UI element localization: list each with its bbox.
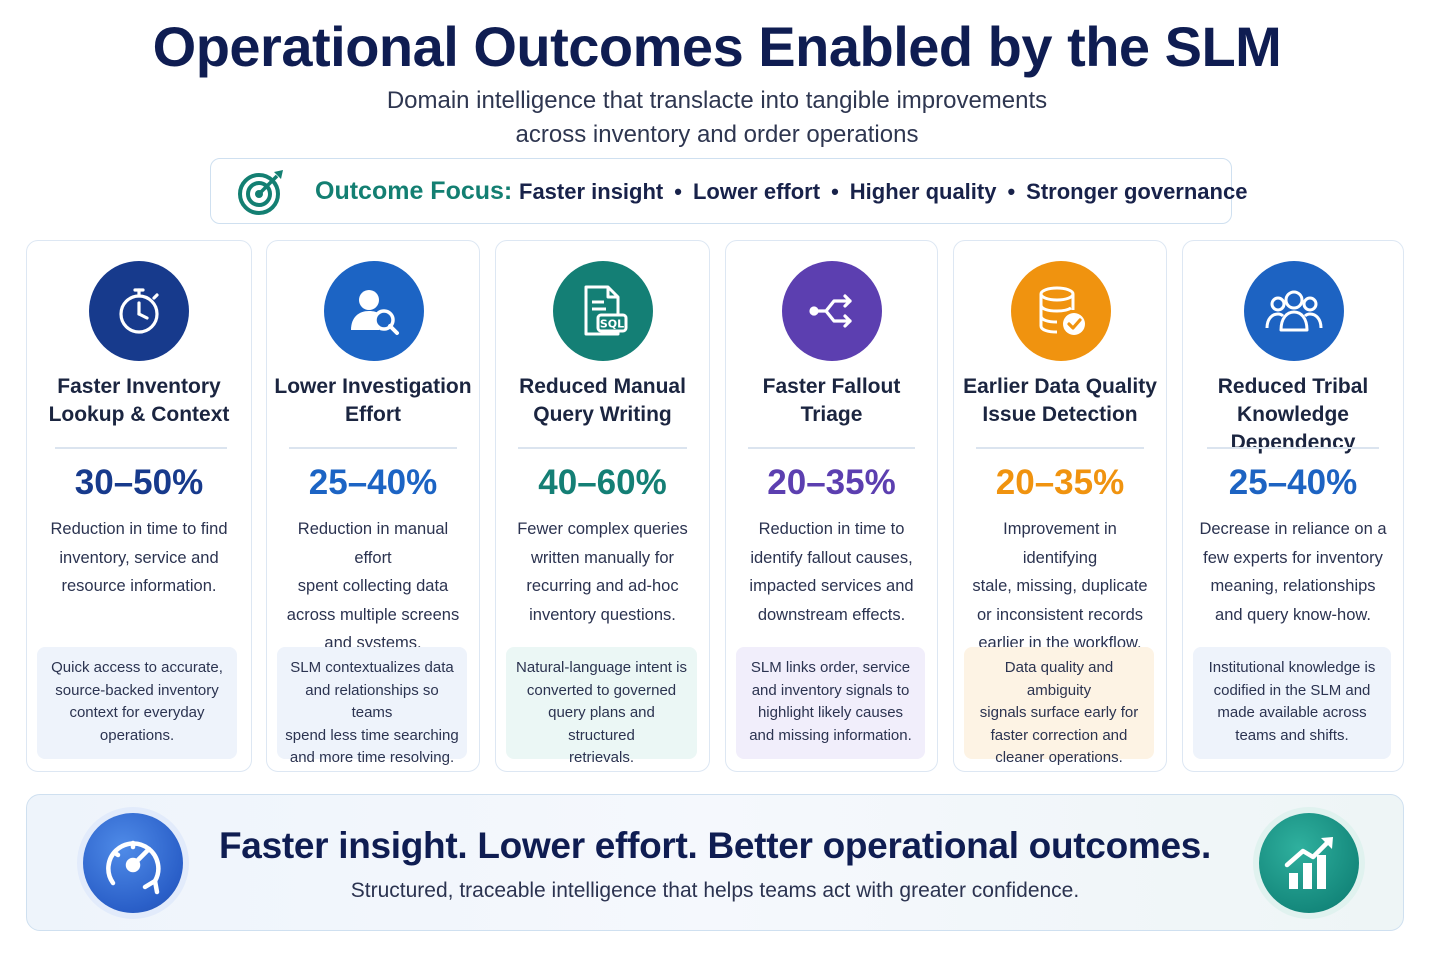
focus-separator: • <box>674 179 682 204</box>
speedometer-icon <box>83 813 183 913</box>
focus-separator: • <box>1007 179 1016 204</box>
focus-item: Faster insight <box>519 179 664 204</box>
outcome-focus-items: Faster insight • Lower effort • Higher quali… <box>519 179 1247 205</box>
card-metric: 30–50% <box>74 463 204 502</box>
team-icon <box>1244 261 1344 361</box>
card-description: Reduction in time to identify fallout cau… <box>749 520 914 624</box>
stopwatch-icon <box>89 261 189 361</box>
card-divider <box>976 447 1144 449</box>
card-metric: 25–40% <box>308 463 438 502</box>
outcome-focus-banner: Outcome Focus: Faster insight • Lower effo… <box>210 158 1247 224</box>
subtitle-line-2: across inventory and order operations <box>515 121 919 148</box>
outcome-card-investigation-effort: Lower Investigation Effort 25–40% Reducti… <box>266 240 480 772</box>
card-divider <box>1207 447 1379 449</box>
focus-item: Lower effort <box>692 179 821 204</box>
card-title: Faster Inventory Lookup & Context <box>48 375 230 426</box>
card-note: SLM links order, service and inventory si… <box>736 647 925 759</box>
outcome-card-data-quality: Earlier Data Quality Issue Detection 20–3… <box>953 240 1167 772</box>
subtitle-line-1: Domain intelligence that translacte into… <box>386 87 1048 114</box>
card-title: Earlier Data Quality Issue Detection <box>963 375 1157 426</box>
focus-item: Higher quality <box>849 179 997 204</box>
summary-banner: Faster insight. Lower effort. Better ope… <box>26 794 1404 931</box>
card-divider <box>55 447 227 449</box>
card-note: Institutional knowledge is codified in th… <box>1193 647 1391 759</box>
user-search-icon <box>324 261 424 361</box>
focus-item: Stronger governance <box>1026 179 1248 204</box>
page-subtitle: Domain intelligence that translacte into… <box>0 84 1434 152</box>
branch-arrows-icon <box>782 261 882 361</box>
outcome-card-query-writing: SQL Reduced Manual Query Writing 40–60% F… <box>495 240 710 772</box>
card-description: Reduction in manual effort spent collecti… <box>286 520 460 652</box>
focus-separator: • <box>831 179 839 204</box>
card-metric: 20–35% <box>995 463 1125 502</box>
card-description: Improvement in identifying stale, missing… <box>972 520 1148 652</box>
card-divider <box>289 447 457 449</box>
card-title: Lower Investigation Effort <box>274 375 472 426</box>
summary-tagline: Structured, traceable intelligence that … <box>350 879 1080 902</box>
card-divider <box>518 447 687 449</box>
svg-text:SQL: SQL <box>600 318 624 331</box>
card-metric: 25–40% <box>1228 463 1358 502</box>
card-metric: 40–60% <box>538 463 667 502</box>
card-note: Data quality and ambiguity signals surfac… <box>964 647 1154 766</box>
sql-document-icon: SQL <box>553 261 653 361</box>
summary-headline: Faster insight. Lower effort. Better ope… <box>218 825 1212 866</box>
card-metric: 20–35% <box>767 463 896 502</box>
card-description: Reduction in time to find inventory, serv… <box>50 520 228 595</box>
page-title: Operational Outcomes Enabled by the SLM <box>152 15 1282 78</box>
card-title: Reduced Tribal Knowledge Dependency <box>1217 375 1369 454</box>
database-check-icon <box>1011 261 1111 361</box>
card-description: Decrease in reliance on a few experts for… <box>1199 520 1387 624</box>
card-note: SLM contextualizes data and relationships… <box>277 647 467 766</box>
card-note: Natural-language intent is converted to g… <box>506 647 697 766</box>
outcome-card-fallout-triage: Faster Fallout Triage 20–35% Reduction in… <box>725 240 938 772</box>
target-icon <box>238 170 283 215</box>
card-description: Fewer complex queries written manually fo… <box>517 520 688 624</box>
outcome-focus-label: Outcome Focus: <box>315 177 513 205</box>
outcome-card-tribal-knowledge: Reduced Tribal Knowledge Dependency 25–40… <box>1182 240 1404 772</box>
outcome-card-inventory-lookup: Faster Inventory Lookup & Context 30–50% … <box>26 240 252 772</box>
card-note: Quick access to accurate, source-backed i… <box>37 647 237 759</box>
growth-chart-icon <box>1259 813 1359 913</box>
card-title: Reduced Manual Query Writing <box>519 375 686 426</box>
card-divider <box>748 447 915 449</box>
card-title: Faster Fallout Triage <box>762 375 901 426</box>
